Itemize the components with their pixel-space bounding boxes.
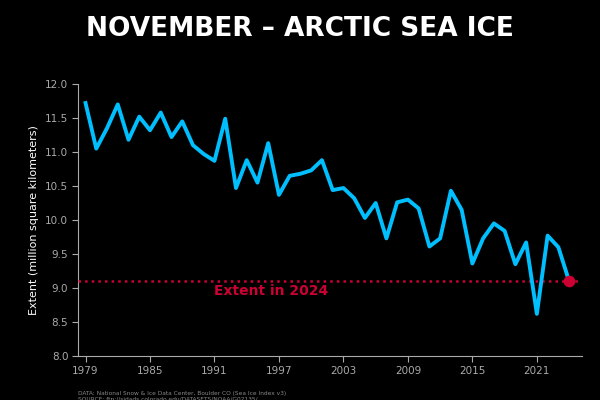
Text: NOVEMBER – ARCTIC SEA ICE: NOVEMBER – ARCTIC SEA ICE [86, 16, 514, 42]
Y-axis label: Extent (million square kilometers): Extent (million square kilometers) [29, 125, 40, 315]
Point [565, 278, 574, 284]
Text: DATA: National Snow & Ice Data Center, Boulder CO (Sea Ice Index v3)
SOURCE: ftp: DATA: National Snow & Ice Data Center, B… [78, 391, 286, 400]
Text: Extent in 2024: Extent in 2024 [214, 284, 329, 298]
